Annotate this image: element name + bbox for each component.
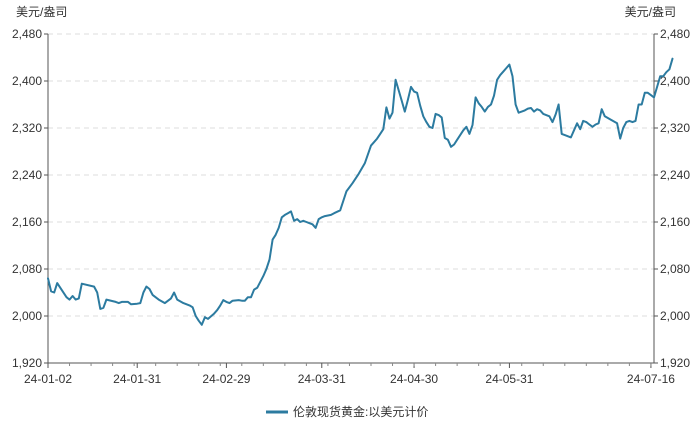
- x-tick-label-2024-05-31: 24-05-31: [485, 372, 533, 386]
- left-y-tick-label-2160: 2,160: [12, 215, 42, 229]
- left-y-tick-label-2240: 2,240: [12, 168, 42, 182]
- left-y-tick-label-2000: 2,000: [12, 309, 42, 323]
- axes: [47, 34, 655, 364]
- legend: 伦敦现货黄金:以美元计价: [266, 404, 428, 419]
- right-y-tick-labels: 1,920 2,000 2,080 2,160 2,240 2,320 2,400 2,480: [654, 27, 690, 370]
- x-tick-labels: 24-01-02 24-01-31 24-02-29 24-03-31 24-04-30…: [24, 363, 675, 386]
- left-y-tick-label-2080: 2,080: [12, 262, 42, 276]
- x-tick-label-2024-01-02: 24-01-02: [24, 372, 72, 386]
- right-y-unit-label: 美元/盎司: [625, 5, 676, 19]
- left-y-tick-label-2400: 2,400: [12, 74, 42, 88]
- legend-label: 伦敦现货黄金:以美元计价: [293, 404, 428, 419]
- left-y-tick-label-2320: 2,320: [12, 121, 42, 135]
- right-y-tick-label-2080: 2,080: [660, 262, 690, 276]
- x-tick-label-2024-03-31: 24-03-31: [298, 372, 346, 386]
- x-tick-label-2024-02-29: 24-02-29: [202, 372, 250, 386]
- right-y-tick-label-2400: 2,400: [660, 74, 690, 88]
- x-tick-label-2024-01-31: 24-01-31: [113, 372, 161, 386]
- right-y-tick-label-2160: 2,160: [660, 215, 690, 229]
- right-y-tick-label-2480: 2,480: [660, 27, 690, 41]
- x-tick-label-2024-04-30: 24-04-30: [390, 372, 438, 386]
- gridlines: [48, 33, 654, 317]
- left-y-tick-label-2480: 2,480: [12, 27, 42, 41]
- right-y-tick-label-2000: 2,000: [660, 309, 690, 323]
- right-y-tick-label-1920: 1,920: [660, 356, 690, 370]
- left-y-tick-labels: 1,920 2,000 2,080 2,160 2,240 2,320 2,400 2,480: [12, 27, 48, 370]
- gold-price-series-line: [47, 57, 674, 326]
- left-y-tick-label-1920: 1,920: [12, 356, 42, 370]
- right-y-tick-label-2320: 2,320: [660, 121, 690, 135]
- x-tick-label-2024-07-16: 24-07-16: [627, 372, 675, 386]
- left-y-unit-label: 美元/盎司: [16, 5, 67, 19]
- right-y-tick-label-2240: 2,240: [660, 168, 690, 182]
